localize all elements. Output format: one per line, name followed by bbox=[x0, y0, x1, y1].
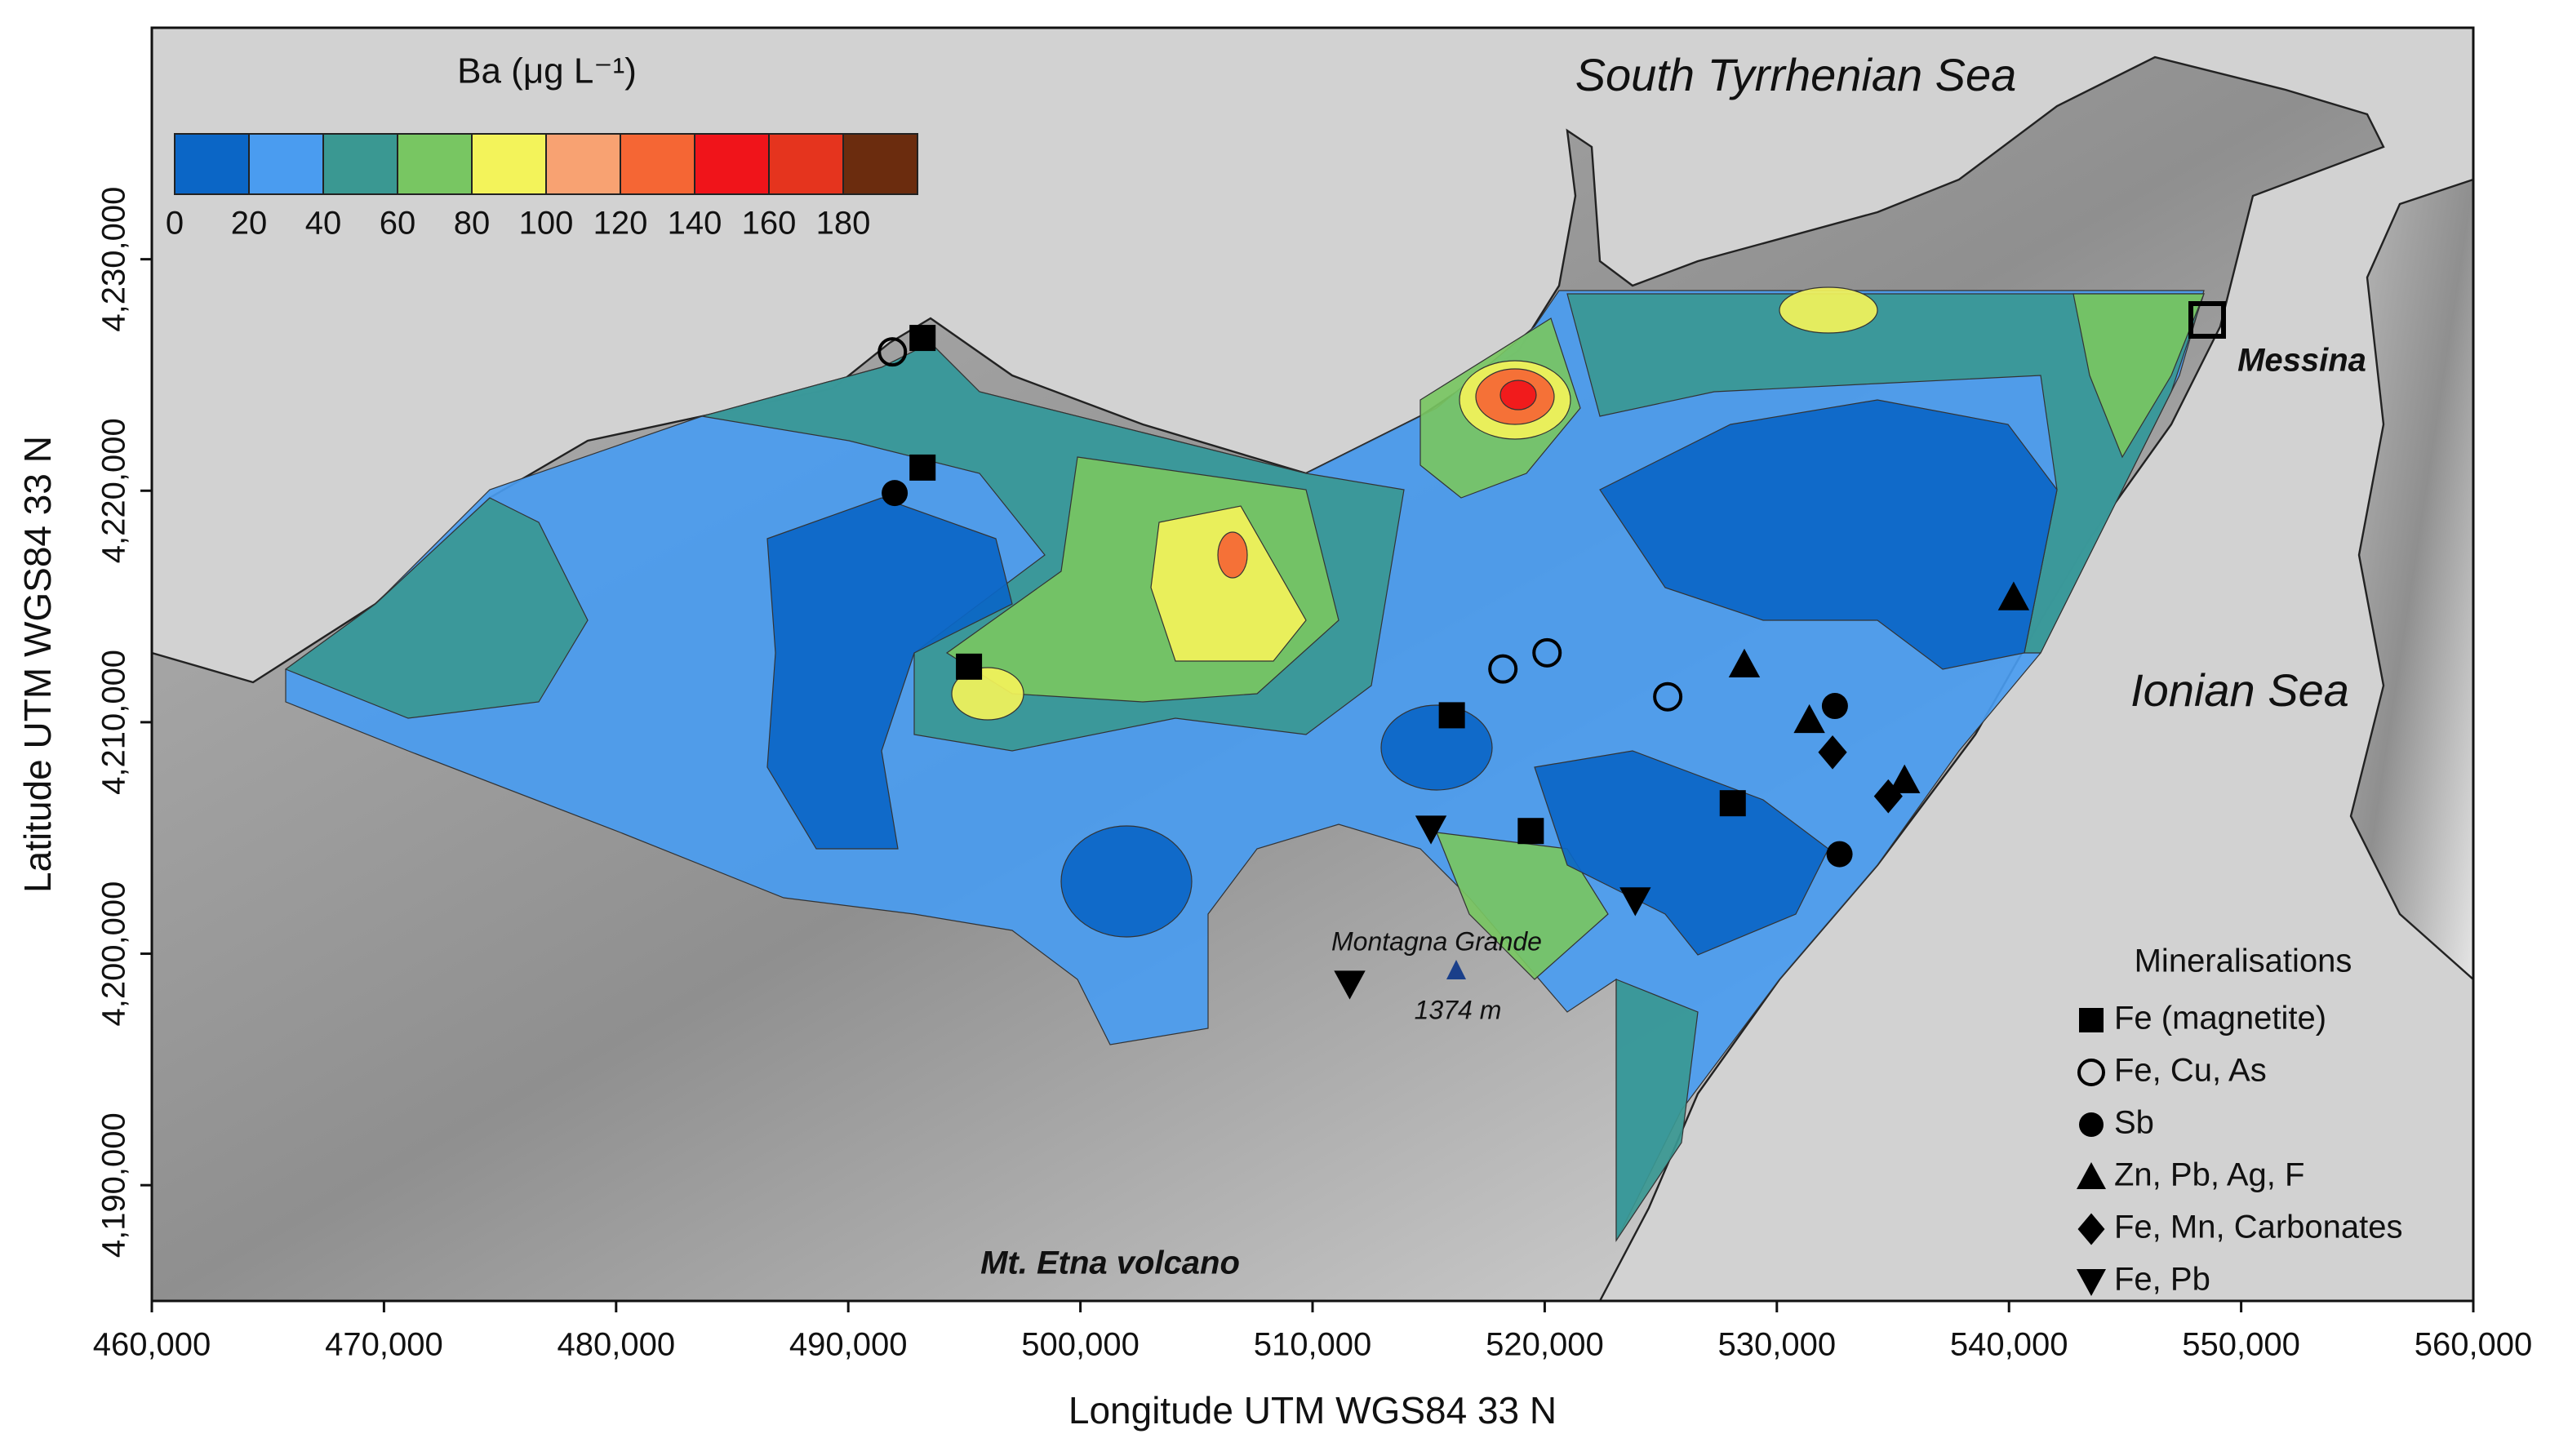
contour-fill bbox=[766, 497, 1013, 850]
contour-fill bbox=[1150, 505, 1307, 662]
marker-triangle-up bbox=[2077, 1162, 2106, 1189]
contour-fill bbox=[1217, 531, 1248, 579]
marker-open-circle bbox=[1532, 637, 1562, 668]
peak-label: Montagna Grande bbox=[1331, 926, 1542, 956]
legend-label: Fe, Mn, Carbonates bbox=[2114, 1210, 2403, 1245]
marker-open-circle bbox=[1488, 654, 1518, 684]
sea-label: Ionian Sea bbox=[2130, 664, 2349, 716]
marker-square bbox=[1438, 702, 1465, 729]
marker-open-circle bbox=[1653, 681, 1683, 712]
marker-diamond bbox=[1873, 779, 1903, 814]
colorbar-tick-label: 80 bbox=[454, 206, 491, 242]
contour-fill bbox=[1060, 825, 1193, 938]
volcano-label: Mt. Etna volcano bbox=[980, 1245, 1240, 1281]
marker-circle bbox=[1821, 693, 1848, 720]
legend-label: Zn, Pb, Ag, F bbox=[2114, 1157, 2304, 1193]
x-tick-label: 550,000 bbox=[2182, 1327, 2300, 1363]
colorbar-swatch bbox=[768, 133, 844, 195]
contour-fill bbox=[284, 497, 589, 719]
x-tick-label: 500,000 bbox=[1021, 1327, 1140, 1363]
legend-label: Fe, Cu, As bbox=[2114, 1053, 2267, 1089]
marker-circle bbox=[882, 480, 909, 507]
colorbar-tick-label: 160 bbox=[742, 206, 797, 242]
marker-circle bbox=[1826, 841, 1853, 868]
colorbar-swatch bbox=[545, 133, 621, 195]
colorbar-title: Ba (μg L⁻¹) bbox=[457, 51, 637, 91]
marker-triangle-down bbox=[2077, 1269, 2106, 1296]
marker-triangle-up bbox=[1997, 581, 2030, 610]
marker-square bbox=[1719, 790, 1746, 817]
marker-square bbox=[956, 653, 983, 680]
contour-fill bbox=[951, 667, 1024, 721]
marker-triangle-down bbox=[1334, 970, 1366, 1000]
peak-elevation: 1374 m bbox=[1415, 995, 1502, 1024]
marker-square bbox=[2079, 1008, 2104, 1032]
colorbar-swatch bbox=[842, 133, 918, 195]
marker-open-circle bbox=[877, 337, 908, 367]
colorbar-tick-label: 0 bbox=[166, 206, 184, 242]
contour-fill bbox=[1534, 750, 1829, 956]
legend-label: Sb bbox=[2114, 1105, 2154, 1141]
x-tick-label: 540,000 bbox=[1950, 1327, 2068, 1363]
x-tick-label: 480,000 bbox=[558, 1327, 676, 1363]
contour-fill bbox=[1779, 286, 1878, 334]
colorbar-swatch bbox=[174, 133, 250, 195]
contour-fill bbox=[1380, 704, 1493, 791]
contour-fill bbox=[1599, 399, 2058, 670]
y-tick-label: 4,210,000 bbox=[96, 650, 132, 795]
legend-title: Mineralisations bbox=[2135, 943, 2352, 979]
colorbar-tick-label: 120 bbox=[593, 206, 648, 242]
colorbar-swatch bbox=[248, 133, 324, 195]
colorbar-swatch bbox=[322, 133, 398, 195]
colorbar-tick-label: 140 bbox=[668, 206, 722, 242]
y-tick-label: 4,190,000 bbox=[96, 1112, 132, 1258]
marker-triangle-up bbox=[1889, 764, 1921, 793]
city-label: Messina bbox=[2237, 343, 2366, 379]
colorbar-tick-label: 40 bbox=[305, 206, 342, 242]
contour-fill bbox=[2073, 293, 2205, 459]
peak-marker bbox=[1446, 960, 1466, 979]
x-tick-label: 470,000 bbox=[325, 1327, 443, 1363]
x-tick-label: 510,000 bbox=[1254, 1327, 1372, 1363]
y-tick-label: 4,200,000 bbox=[96, 881, 132, 1027]
legend-label: Fe (magnetite) bbox=[2114, 1001, 2326, 1037]
colorbar-tick-label: 60 bbox=[380, 206, 416, 242]
x-tick-label: 520,000 bbox=[1486, 1327, 1604, 1363]
x-tick-label: 530,000 bbox=[1718, 1327, 1837, 1363]
marker-open-circle bbox=[2077, 1059, 2105, 1086]
x-tick-label: 490,000 bbox=[789, 1327, 908, 1363]
land-calabria bbox=[2349, 178, 2473, 981]
marker-square bbox=[1517, 818, 1544, 845]
contour-fill bbox=[1499, 380, 1537, 411]
marker-diamond bbox=[2077, 1213, 2105, 1245]
colorbar-swatch bbox=[620, 133, 695, 195]
marker-square bbox=[909, 454, 936, 481]
colorbar-tick-label: 20 bbox=[231, 206, 268, 242]
y-axis-label: Latitude UTM WGS84 33 N bbox=[16, 436, 59, 893]
marker-triangle-down bbox=[1415, 815, 1447, 845]
colorbar-swatch bbox=[471, 133, 547, 195]
y-tick-label: 4,220,000 bbox=[96, 418, 132, 563]
marker-triangle-up bbox=[1728, 648, 1761, 677]
contour-fill bbox=[1436, 832, 1609, 980]
colorbar-swatch bbox=[694, 133, 770, 195]
marker-triangle-up bbox=[1793, 704, 1825, 734]
contour-fill bbox=[1615, 979, 1699, 1242]
x-axis-label: Longitude UTM WGS84 33 N bbox=[1068, 1389, 1557, 1432]
marker-square bbox=[909, 325, 936, 352]
colorbar-tick-label: 180 bbox=[816, 206, 871, 242]
marker-triangle-down bbox=[1619, 887, 1651, 917]
y-tick-label: 4,230,000 bbox=[96, 187, 132, 332]
x-tick-label: 460,000 bbox=[93, 1327, 211, 1363]
colorbar-tick-label: 100 bbox=[519, 206, 574, 242]
colorbar-swatch bbox=[397, 133, 473, 195]
sea-label: South Tyrrhenian Sea bbox=[1575, 49, 2017, 100]
marker-diamond bbox=[1818, 735, 1847, 770]
marker-circle bbox=[2079, 1112, 2104, 1137]
x-tick-label: 560,000 bbox=[2415, 1327, 2533, 1363]
basemap bbox=[152, 28, 2473, 1301]
legend-label: Fe, Pb bbox=[2114, 1262, 2210, 1298]
city-marker bbox=[2188, 301, 2226, 339]
